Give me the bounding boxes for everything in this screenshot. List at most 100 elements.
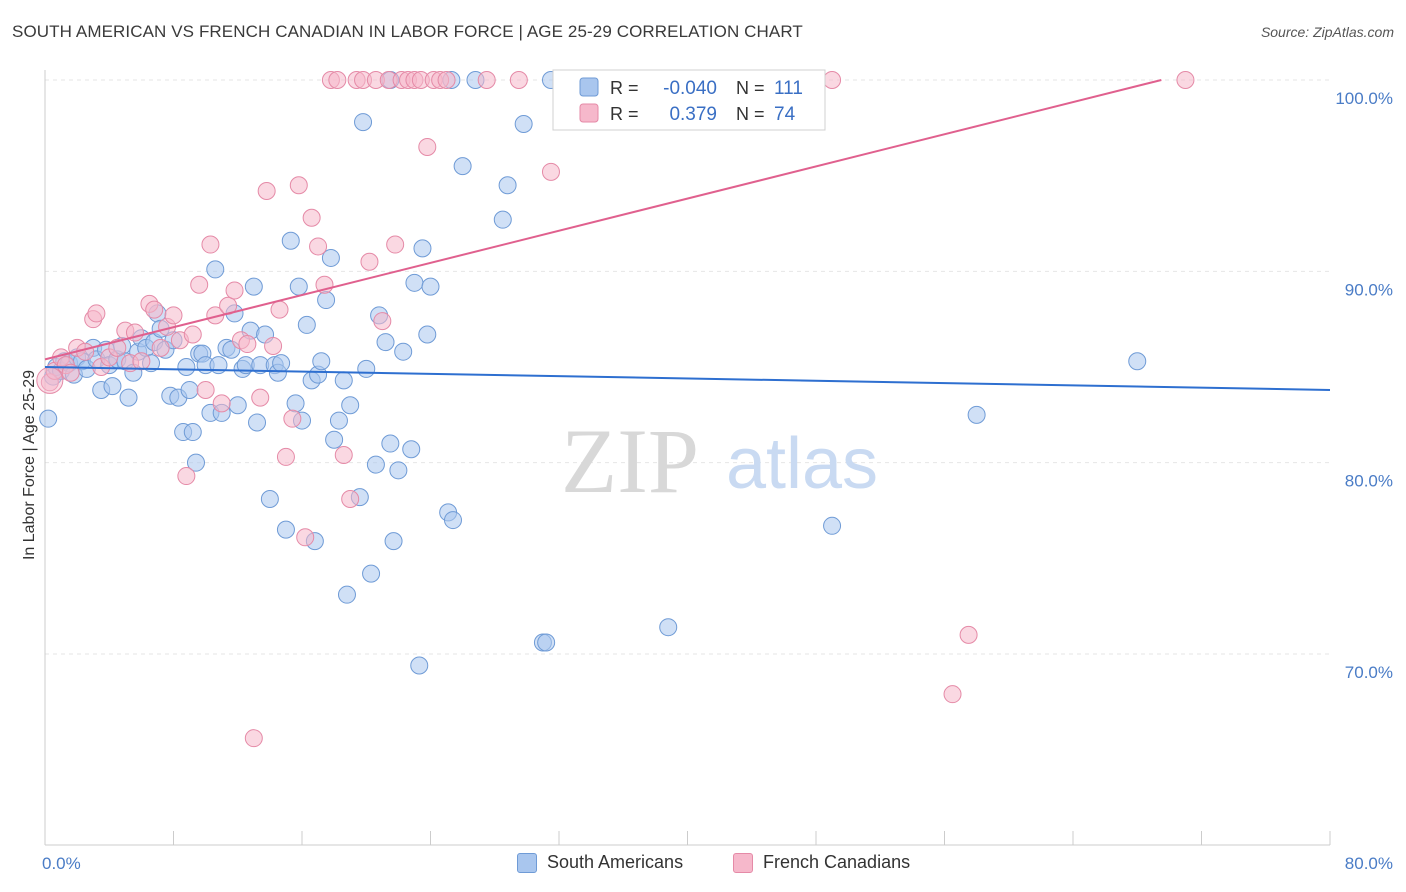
point-south-american-19 — [119, 388, 138, 407]
point-south-american-0 — [39, 409, 58, 428]
source-label: Source: ZipAtlas.com — [1260, 24, 1394, 40]
trend-lines — [44, 79, 1331, 391]
point-french-canadian-30 — [225, 281, 244, 300]
point-south-american-47 — [228, 396, 247, 415]
point-french-canadian-39 — [283, 409, 302, 428]
legend-r-value-1: -0.040 — [663, 78, 717, 99]
point-french-canadian-24 — [190, 275, 209, 294]
point-south-american-52 — [248, 413, 267, 432]
trend-line-south-americans — [44, 366, 1331, 391]
point-south-american-90 — [413, 239, 432, 258]
legend-r-label-1: R = — [610, 78, 639, 98]
point-south-american-92 — [421, 277, 440, 296]
point-french-canadian-38 — [276, 447, 295, 466]
point-french-canadian-40 — [289, 176, 308, 195]
point-french-canadian-63 — [437, 71, 456, 89]
point-south-american-61 — [286, 394, 305, 413]
point-french-canadian-37 — [270, 300, 289, 319]
point-south-american-83 — [381, 434, 400, 453]
legend-item-south-americans: South Americans — [517, 852, 683, 873]
y-tick-label-2: 80.0% — [1345, 472, 1393, 491]
point-french-canadian-65 — [509, 71, 528, 89]
legend-r-label-2: R = — [610, 104, 639, 124]
point-french-canadian-34 — [251, 388, 270, 407]
point-french-canadian-22 — [177, 467, 196, 486]
point-south-american-35 — [183, 423, 202, 442]
point-south-american-103 — [1128, 352, 1147, 371]
point-south-american-86 — [394, 342, 413, 361]
legend-n-value-2: 74 — [774, 104, 796, 125]
y-tick-label-3: 70.0% — [1345, 663, 1393, 682]
tick-labels: 100.0% 90.0% 80.0% 70.0% 0.0% 80.0% — [42, 89, 1393, 873]
point-south-american-82 — [376, 333, 395, 352]
point-french-canadian-71 — [943, 685, 962, 704]
watermark-zip: ZIP — [561, 410, 699, 512]
point-south-american-107 — [514, 115, 533, 134]
point-south-american-102 — [967, 405, 986, 424]
legend-n-label-2: N = — [736, 104, 765, 124]
point-french-canadian-8 — [87, 304, 106, 323]
point-south-american-55 — [260, 490, 279, 509]
y-tick-label-0: 100.0% — [1335, 89, 1393, 108]
point-south-american-34 — [180, 380, 199, 399]
point-french-canadian-14 — [125, 323, 144, 342]
legend-n-value-1: 111 — [774, 78, 803, 99]
point-south-american-58 — [272, 354, 291, 373]
point-french-canadian-53 — [373, 312, 392, 331]
legend-item-french-canadians: French Canadians — [733, 852, 910, 873]
legend-r-value-2: 0.379 — [669, 104, 717, 125]
legend-swatch-pink — [579, 103, 599, 123]
legend-swatch-blue — [579, 77, 599, 97]
point-south-american-36 — [186, 453, 205, 472]
watermark: ZIP atlas — [561, 410, 878, 512]
point-south-american-62 — [289, 277, 308, 296]
point-french-canadian-55 — [386, 235, 405, 254]
legend-label-french-canadians: French Canadians — [763, 852, 911, 872]
watermark-atlas: atlas — [726, 424, 878, 504]
point-french-canadian-73 — [1176, 71, 1195, 89]
point-south-american-51 — [244, 277, 263, 296]
legend-box: R = -0.040 N = 111 R = 0.379 N = 74 — [552, 69, 826, 131]
point-south-american-100 — [659, 618, 678, 637]
point-french-canadian-large — [36, 366, 64, 394]
point-french-canadian-42 — [302, 208, 321, 227]
point-french-canadian-28 — [212, 394, 231, 413]
point-south-american-41 — [206, 260, 225, 279]
point-south-american-15 — [103, 377, 122, 396]
point-south-american-89 — [410, 656, 429, 675]
trend-line-french-canadians — [44, 79, 1162, 361]
point-french-canadian-43 — [309, 237, 328, 256]
point-french-canadian-20 — [164, 306, 183, 325]
point-south-american-70 — [321, 248, 340, 267]
point-french-canadian-33 — [244, 729, 263, 748]
point-french-canadian-47 — [334, 446, 353, 465]
point-south-american-64 — [297, 315, 316, 334]
point-south-american-71 — [325, 430, 344, 449]
point-south-american-95 — [453, 157, 472, 176]
point-french-canadian-64 — [477, 71, 496, 89]
point-french-canadian-66 — [541, 162, 560, 181]
point-french-canadian-26 — [201, 235, 220, 254]
point-south-american-60 — [281, 231, 300, 250]
bottom-legend: South Americans French Canadians — [0, 852, 1406, 878]
point-south-american-72 — [329, 411, 348, 430]
point-french-canadian-32 — [238, 335, 257, 354]
point-south-american-73 — [334, 371, 353, 390]
point-french-canadian-36 — [264, 336, 283, 355]
legend-swatch-french-canadians — [733, 852, 753, 873]
point-south-american-87 — [402, 440, 421, 459]
point-south-american-59 — [276, 520, 295, 539]
point-south-american-91 — [418, 325, 437, 344]
axes — [44, 70, 1331, 846]
y-tick-label-1: 90.0% — [1345, 280, 1393, 299]
point-south-american-75 — [341, 396, 360, 415]
point-south-american-97 — [498, 176, 517, 195]
point-french-canadian-70 — [823, 71, 842, 89]
point-french-canadian-41 — [296, 528, 315, 547]
point-french-canadian-72 — [959, 625, 978, 644]
point-south-american-74 — [337, 585, 356, 604]
point-french-canadian-23 — [183, 325, 202, 344]
point-south-american-68 — [312, 352, 331, 371]
point-south-american-101 — [823, 516, 842, 535]
point-south-american-69 — [317, 291, 336, 310]
